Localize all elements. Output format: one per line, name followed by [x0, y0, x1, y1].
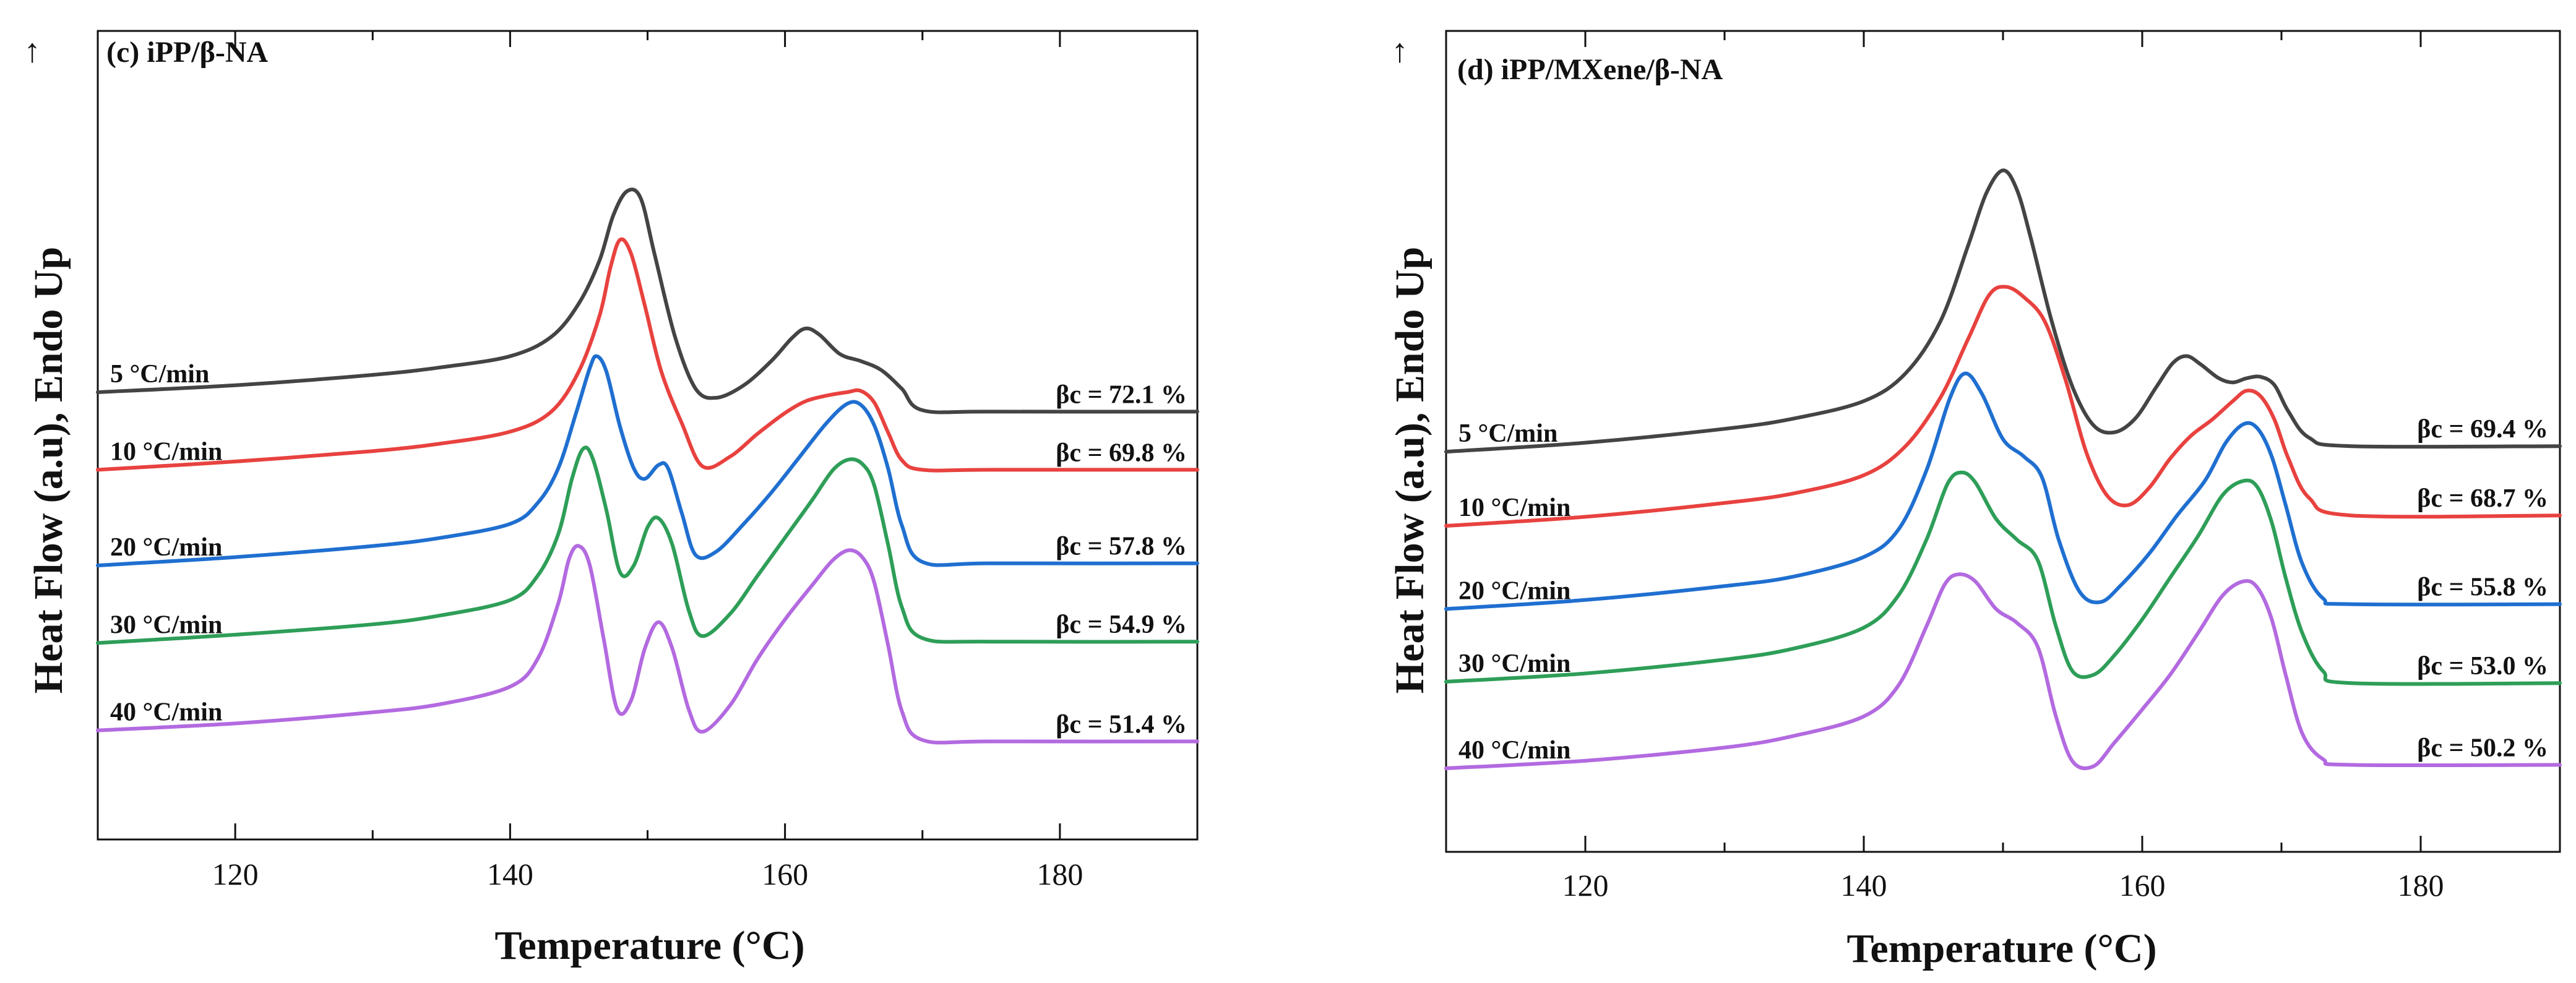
curve-series-4	[96, 445, 1199, 645]
curve-series-1	[1444, 168, 2562, 454]
panel-label: (d) iPP/MXene/β-NA	[1457, 53, 1723, 86]
beta-label: βc = 69.4 %	[2417, 415, 2548, 444]
curve-series-3	[96, 354, 1199, 567]
x-axis-title: Temperature (°C)	[494, 923, 804, 968]
x-ticks: 120 140 160 180	[97, 31, 1199, 891]
beta-label: βc = 69.8 %	[1056, 439, 1187, 467]
rate-label: 20 °C/min	[1458, 577, 1570, 605]
curve-series-5	[1444, 572, 2562, 770]
endo-up-arrow: ↑	[24, 32, 41, 69]
x-axis-title: Temperature (°C)	[1846, 926, 2156, 971]
x-ticks: 120 140 160 180	[1445, 31, 2561, 903]
beta-label: βc = 50.2 %	[2417, 734, 2548, 762]
panel-c: ↑ Heat Flow (a.u), Endo Up Temperature (…	[24, 30, 1199, 968]
y-axis-title: Heat Flow (a.u), Endo Up	[26, 247, 71, 693]
x-tick-label: 160	[762, 857, 808, 891]
rate-labels: 5 °C/min 10 °C/min 20 °C/min 30 °C/min 40 °C…	[110, 360, 222, 727]
rate-label: 40 °C/min	[110, 698, 222, 727]
beta-label: βc = 55.8 %	[2417, 573, 2548, 602]
rate-label: 40 °C/min	[1458, 736, 1570, 765]
x-tick-label: 160	[2119, 868, 2166, 903]
x-tick-label: 120	[1562, 868, 1609, 903]
endo-up-arrow: ↑	[1392, 32, 1408, 69]
beta-label: βc = 57.8 %	[1056, 533, 1187, 561]
curve-series-3	[1444, 371, 2562, 611]
panel-label: (c) iPP/β-NA	[106, 36, 269, 69]
beta-label: βc = 54.9 %	[1056, 611, 1187, 639]
rate-label: 5 °C/min	[1458, 419, 1557, 448]
rate-label: 20 °C/min	[110, 533, 222, 562]
curve-series-5	[96, 544, 1199, 745]
beta-labels: βc = 72.1 % βc = 69.8 % βc = 57.8 % βc = 54…	[1056, 380, 1187, 739]
x-tick-label: 180	[1036, 857, 1083, 891]
x-tick-label: 140	[1841, 868, 1887, 903]
plot-frame	[97, 30, 1199, 841]
beta-label: βc = 53.0 %	[2417, 652, 2548, 680]
rate-labels: 5 °C/min 10 °C/min 20 °C/min 30 °C/min 40 °C…	[1458, 419, 1570, 765]
beta-label: βc = 72.1 %	[1056, 380, 1187, 409]
rate-label: 30 °C/min	[1458, 650, 1570, 678]
beta-label: βc = 51.4 %	[1056, 711, 1187, 739]
curve-series-1	[96, 187, 1199, 414]
rate-label: 30 °C/min	[110, 611, 222, 639]
x-tick-label: 140	[487, 857, 533, 891]
beta-labels: βc = 69.4 % βc = 68.7 % βc = 55.8 % βc = 53…	[2417, 415, 2548, 762]
y-axis-title: Heat Flow (a.u), Endo Up	[1387, 247, 1432, 693]
x-tick-label: 180	[2398, 868, 2444, 903]
rate-label: 10 °C/min	[110, 437, 222, 466]
curves	[96, 187, 1199, 745]
curve-series-2	[96, 237, 1199, 473]
x-tick-label: 120	[212, 857, 259, 891]
curves	[1444, 168, 2562, 770]
beta-label: βc = 68.7 %	[2417, 484, 2548, 513]
rate-label: 10 °C/min	[1458, 494, 1570, 522]
curve-series-2	[1444, 285, 2562, 528]
curve-series-4	[1444, 470, 2562, 686]
rate-label: 5 °C/min	[110, 360, 209, 388]
panel-d: ↑ Heat Flow (a.u), Endo Up Temperature (…	[1387, 30, 2562, 971]
